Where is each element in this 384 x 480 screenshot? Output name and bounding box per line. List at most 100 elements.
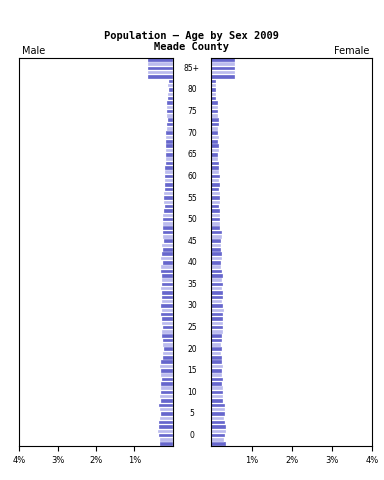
- Bar: [166, 144, 173, 148]
- Bar: [211, 348, 222, 351]
- Bar: [211, 58, 235, 61]
- Bar: [211, 101, 218, 105]
- Bar: [162, 300, 173, 303]
- Bar: [211, 80, 216, 83]
- Bar: [158, 430, 173, 433]
- Bar: [211, 218, 220, 221]
- Bar: [211, 123, 218, 126]
- Bar: [211, 317, 223, 321]
- Bar: [211, 132, 218, 135]
- Bar: [165, 188, 173, 191]
- Bar: [162, 330, 173, 334]
- Bar: [211, 179, 219, 182]
- Bar: [159, 425, 173, 429]
- Text: 80: 80: [187, 85, 197, 95]
- Bar: [164, 209, 173, 213]
- Bar: [166, 149, 173, 152]
- Bar: [211, 231, 222, 234]
- Bar: [163, 356, 173, 360]
- Bar: [162, 296, 173, 299]
- Bar: [211, 360, 222, 364]
- Bar: [161, 399, 173, 403]
- Bar: [161, 386, 173, 390]
- Bar: [148, 67, 173, 70]
- Bar: [167, 119, 173, 122]
- Bar: [211, 114, 218, 118]
- Bar: [162, 244, 173, 247]
- Bar: [211, 408, 225, 411]
- Text: 85+: 85+: [184, 64, 200, 73]
- Bar: [166, 157, 173, 161]
- Bar: [211, 127, 218, 131]
- Bar: [159, 434, 173, 437]
- Bar: [211, 343, 221, 347]
- Bar: [211, 67, 235, 70]
- Bar: [167, 123, 173, 126]
- Bar: [211, 412, 225, 416]
- Bar: [211, 270, 222, 273]
- Text: 65: 65: [187, 150, 197, 159]
- Bar: [211, 183, 220, 187]
- Bar: [211, 157, 218, 161]
- Bar: [211, 352, 222, 355]
- Text: 30: 30: [187, 301, 197, 311]
- Text: Population — Age by Sex 2009: Population — Age by Sex 2009: [104, 31, 280, 41]
- Bar: [211, 192, 220, 195]
- Bar: [211, 330, 223, 334]
- Bar: [164, 214, 173, 217]
- Bar: [211, 369, 222, 372]
- Bar: [211, 201, 220, 204]
- Bar: [165, 170, 173, 174]
- Text: Female: Female: [334, 46, 369, 56]
- Bar: [148, 71, 173, 74]
- Bar: [211, 391, 223, 394]
- Bar: [211, 227, 220, 230]
- Bar: [211, 209, 220, 213]
- Bar: [211, 144, 219, 148]
- Bar: [161, 265, 173, 269]
- Bar: [164, 240, 173, 243]
- Bar: [162, 291, 173, 295]
- Bar: [211, 378, 223, 381]
- Bar: [211, 404, 225, 407]
- Bar: [211, 162, 219, 165]
- Bar: [211, 261, 221, 264]
- Bar: [211, 304, 223, 308]
- Bar: [211, 335, 222, 338]
- Bar: [211, 244, 221, 247]
- Bar: [160, 438, 173, 442]
- Bar: [211, 434, 225, 437]
- Bar: [162, 274, 173, 277]
- Text: 55: 55: [187, 193, 197, 203]
- Bar: [163, 227, 173, 230]
- Bar: [167, 114, 173, 118]
- Text: 0: 0: [190, 431, 194, 440]
- Bar: [167, 101, 173, 105]
- Bar: [166, 153, 173, 156]
- Bar: [164, 339, 173, 342]
- Bar: [162, 252, 173, 256]
- Bar: [211, 373, 222, 377]
- Bar: [211, 205, 219, 208]
- Bar: [148, 58, 173, 61]
- Bar: [169, 80, 173, 83]
- Bar: [166, 132, 173, 135]
- Bar: [211, 365, 223, 368]
- Bar: [211, 300, 222, 303]
- Bar: [211, 248, 221, 252]
- Bar: [211, 222, 220, 226]
- Bar: [211, 188, 219, 191]
- Bar: [211, 110, 218, 113]
- Text: 10: 10: [187, 388, 197, 397]
- Bar: [211, 421, 225, 424]
- Bar: [211, 140, 218, 144]
- Bar: [211, 322, 223, 325]
- Bar: [211, 339, 222, 342]
- Bar: [211, 235, 222, 239]
- Bar: [165, 205, 173, 208]
- Bar: [161, 365, 173, 368]
- Bar: [161, 313, 173, 316]
- Bar: [161, 391, 173, 394]
- Text: 20: 20: [187, 345, 197, 354]
- Bar: [169, 84, 173, 87]
